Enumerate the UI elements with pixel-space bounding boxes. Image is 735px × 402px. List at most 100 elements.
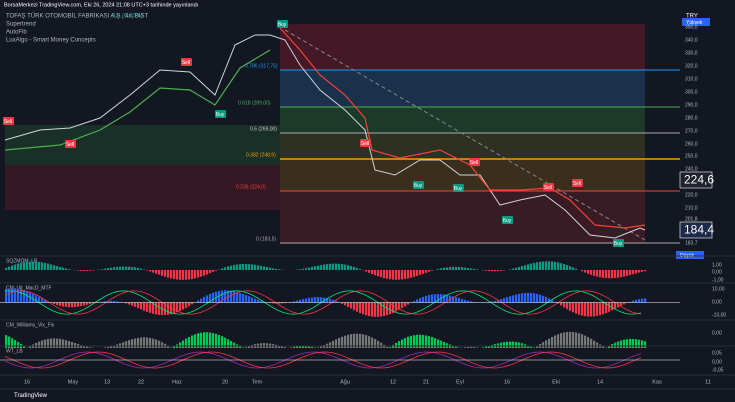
pane-bar [353, 333, 356, 348]
pane-bar [425, 295, 428, 303]
pane-bar [338, 338, 341, 348]
pane-bar [8, 288, 11, 303]
pane-bar [350, 334, 353, 348]
pane-bar [566, 302, 569, 310]
pane-bar [632, 270, 635, 275]
pane-bar [629, 270, 632, 276]
pane-bar [545, 261, 548, 270]
pane-bar [359, 302, 362, 314]
pane-bar [239, 264, 242, 270]
zone [5, 165, 280, 210]
pane-bar [317, 265, 320, 270]
pane-bar [455, 297, 458, 303]
pane-bar [419, 270, 422, 275]
pane-bar [635, 339, 638, 348]
pane-bar [200, 298, 203, 303]
pane-bar [455, 266, 458, 270]
pane-bar [191, 270, 194, 280]
pane-bar [332, 340, 335, 348]
pane-bar [317, 347, 320, 348]
signal-text: Buy [454, 186, 463, 192]
pane-bar [338, 263, 341, 270]
pane-bar [329, 298, 332, 303]
low-tag [676, 251, 704, 259]
pane-bar [431, 294, 434, 303]
pane-bar [587, 337, 590, 348]
pane-bar [26, 291, 29, 303]
pane-bar [599, 270, 602, 278]
pane-bar [341, 302, 344, 304]
pane-bar [641, 340, 644, 348]
pane-bar [557, 262, 560, 270]
pane-bar [608, 270, 611, 279]
pane-bar [560, 333, 563, 348]
pane-bar [308, 297, 311, 303]
pane-bar [593, 340, 596, 348]
pane-bar [587, 270, 590, 274]
price-line [4, 34, 646, 239]
price-tick: 290,0 [685, 102, 698, 108]
signal-badge [502, 216, 513, 224]
pane-line [4, 351, 642, 369]
signal-badge [3, 117, 14, 125]
pane-bar [191, 335, 194, 348]
pane-bar [203, 332, 206, 348]
pane-bar [194, 270, 197, 279]
pane-bar [476, 347, 479, 348]
zone [5, 125, 280, 165]
pane-bar [137, 267, 140, 270]
pane-bar [77, 302, 80, 307]
pane-bar [101, 269, 104, 270]
pane-bar [191, 302, 194, 305]
pane-bar [293, 346, 296, 348]
pane-bar [53, 302, 56, 305]
pane-bar [167, 270, 170, 278]
pane-bar [584, 270, 587, 273]
pane-bar [461, 299, 464, 303]
pane-bar [437, 294, 440, 303]
pane-bar [527, 292, 530, 303]
pane-bar [113, 267, 116, 270]
pane-bar [170, 270, 173, 279]
signal-badge [613, 239, 624, 247]
pane-bar [89, 347, 92, 348]
pane-bar [17, 263, 20, 270]
pane-bar [26, 261, 29, 270]
time-tick: Eki [552, 379, 560, 385]
pane-bar [449, 267, 452, 270]
time-tick: Tem [252, 379, 263, 385]
pane-bar [632, 300, 635, 303]
pane-bar [248, 296, 251, 303]
pane-bar [398, 270, 401, 280]
time-tick: 16 [24, 379, 30, 385]
pane-bar [614, 302, 617, 309]
pane-bar [320, 265, 323, 270]
pane-bar [575, 302, 578, 314]
pane-bar [35, 342, 38, 348]
pane-bar [635, 299, 638, 303]
pane-bar [374, 302, 377, 317]
pane-bar [152, 302, 155, 314]
pane-bar [275, 268, 278, 270]
pane-bar [206, 270, 209, 275]
pane-bar [107, 268, 110, 270]
pane-bar [515, 267, 518, 270]
pane-bar [521, 293, 524, 303]
time-tick: 21 [423, 379, 429, 385]
pane-bar [89, 270, 92, 271]
pane-bar [392, 270, 395, 280]
time-tick: Ağu [340, 379, 350, 385]
pane-bar [545, 297, 548, 303]
pane-bar [122, 342, 125, 348]
pane-bar [371, 337, 374, 348]
pane-bar [470, 268, 473, 270]
pane-bar [359, 269, 362, 270]
indicator: Supertrend [6, 22, 36, 28]
pane-bar [458, 267, 461, 270]
pane-bar [62, 267, 65, 270]
pane-bar [386, 346, 389, 348]
pane-bar [638, 299, 641, 303]
pane-bar [614, 270, 617, 279]
big-price-tag [679, 221, 713, 239]
pane-bar [269, 267, 272, 270]
